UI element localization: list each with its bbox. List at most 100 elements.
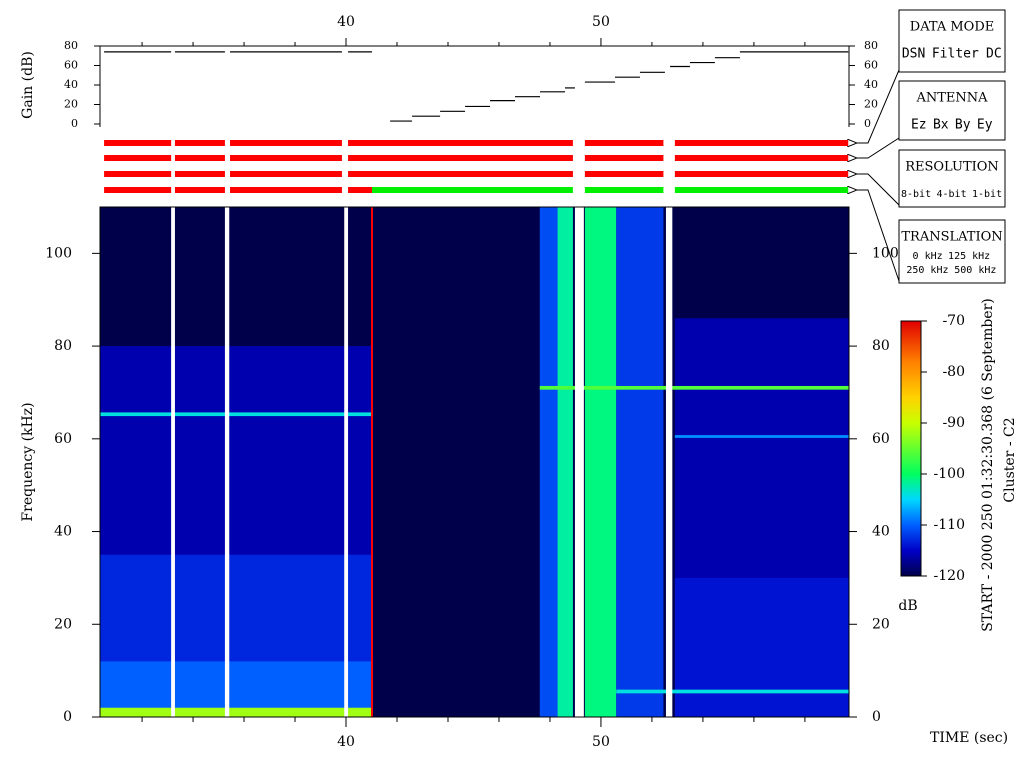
y-tick-label-right: 100	[872, 245, 899, 261]
y-tick-label-right: 0	[872, 709, 881, 725]
spectrogram-region	[616, 689, 849, 694]
legend-item: DSN	[902, 47, 925, 62]
x-tick-label: 50	[592, 734, 610, 750]
side-caption: START - 2000 250 01:32:30.368 (6 Septemb…	[980, 298, 996, 632]
side-caption: Cluster - C2	[1002, 417, 1018, 502]
status-segment	[584, 155, 664, 161]
y-tick-label-right: 0	[864, 117, 871, 130]
status-segment	[174, 187, 225, 193]
legend-pointer	[857, 69, 900, 143]
status-segment	[104, 140, 172, 146]
spectrogram-region	[557, 207, 573, 717]
y-tick-label: 20	[54, 616, 72, 632]
y-tick-label: 0	[71, 117, 78, 130]
colorbar-tick-label: -80	[942, 364, 965, 380]
legend-item: 125 kHz	[948, 251, 990, 262]
status-segment	[348, 140, 573, 146]
spectrogram-region	[539, 385, 849, 390]
y-tick-label: 60	[54, 431, 72, 447]
legend-item: 250 kHz	[906, 265, 948, 276]
y-tick-label: 80	[54, 338, 72, 354]
x-tick-label-top: 40	[337, 14, 355, 30]
y-axis-label: Frequency (kHz)	[20, 402, 36, 521]
gain-axes	[99, 45, 850, 127]
status-segment	[104, 187, 172, 193]
status-segment	[174, 155, 225, 161]
legend-item: DC	[986, 47, 1002, 62]
status-segment	[348, 155, 573, 161]
legend-item: Ey	[977, 118, 993, 133]
y-tick-label-right: 80	[872, 338, 890, 354]
legend-box	[898, 149, 1006, 208]
colorbar-label: dB	[898, 598, 917, 614]
spectrogram-region	[100, 412, 373, 417]
spectrogram-region	[674, 435, 849, 438]
y-tick-label-right: 20	[872, 616, 890, 632]
legend-item: Filter	[932, 47, 979, 62]
spectrogram-region	[616, 207, 664, 717]
colorbar-tick-label: -90	[942, 415, 965, 431]
y-tick-label-right: 20	[864, 98, 878, 111]
status-segment	[674, 171, 849, 177]
status-segment	[104, 171, 172, 177]
legend-box	[898, 9, 1006, 73]
status-segment	[230, 140, 342, 146]
legend-item: 4-bit	[937, 189, 967, 200]
y-tick-label: 0	[63, 709, 72, 725]
y-tick-label: 60	[64, 59, 78, 72]
legend-item: By	[955, 118, 971, 133]
spectrogram-region	[674, 577, 849, 717]
legend-title: ANTENNA	[915, 91, 988, 106]
status-segment	[584, 140, 664, 146]
y-tick-label: 80	[64, 39, 78, 52]
legend-title: DATA MODE	[910, 20, 994, 35]
legend-pointer	[857, 190, 900, 282]
y-tick-label-right: 60	[872, 431, 890, 447]
y-tick-label: 40	[54, 524, 72, 540]
status-segment	[174, 140, 225, 146]
status-segment	[174, 171, 225, 177]
y-tick-label: 20	[64, 98, 78, 111]
y-axis-label: Gain (dB)	[20, 51, 36, 119]
legend-box	[898, 219, 1006, 284]
status-segment	[584, 187, 664, 193]
y-tick-label-right: 40	[864, 78, 878, 91]
colorbar-tick-label: -70	[942, 313, 965, 329]
status-segment	[104, 155, 172, 161]
y-tick-label-right: 60	[864, 59, 878, 72]
status-segment	[584, 171, 664, 177]
x-axis-label: TIME (sec)	[930, 730, 1008, 746]
x-tick-label-top: 50	[592, 14, 610, 30]
legend-item: 1-bit	[972, 189, 1002, 200]
colorbar	[900, 320, 922, 577]
status-segment	[674, 187, 849, 193]
colorbar-tick-label: -120	[934, 568, 965, 584]
spectrogram-frame	[99, 206, 850, 718]
y-tick-label-right: 80	[864, 39, 878, 52]
legend-title: RESOLUTION	[905, 160, 999, 175]
legend-pointer	[857, 174, 900, 206]
data-gap	[224, 207, 230, 717]
spectrogram-region	[100, 707, 373, 717]
legend-title: TRANSLATION	[901, 230, 1002, 245]
status-segment	[674, 140, 849, 146]
data-gap	[574, 207, 584, 717]
status-segment	[348, 171, 573, 177]
data-gap	[171, 207, 175, 717]
colorbar-tick-label: -100	[934, 466, 965, 482]
status-segment	[230, 171, 342, 177]
colorbar-tick-label: -110	[934, 517, 965, 533]
legend-item: 0 kHz	[913, 251, 943, 262]
legend-item: 8-bit	[901, 189, 931, 200]
data-gap	[344, 207, 349, 717]
legend-item: Ez	[911, 118, 927, 133]
status-segment	[230, 187, 342, 193]
y-tick-label: 100	[45, 245, 72, 261]
status-segment	[348, 187, 373, 193]
legend-pointer	[857, 137, 900, 158]
data-gap	[665, 207, 673, 717]
status-segment	[674, 155, 849, 161]
status-segment	[372, 187, 573, 193]
y-tick-label: 40	[64, 78, 78, 91]
